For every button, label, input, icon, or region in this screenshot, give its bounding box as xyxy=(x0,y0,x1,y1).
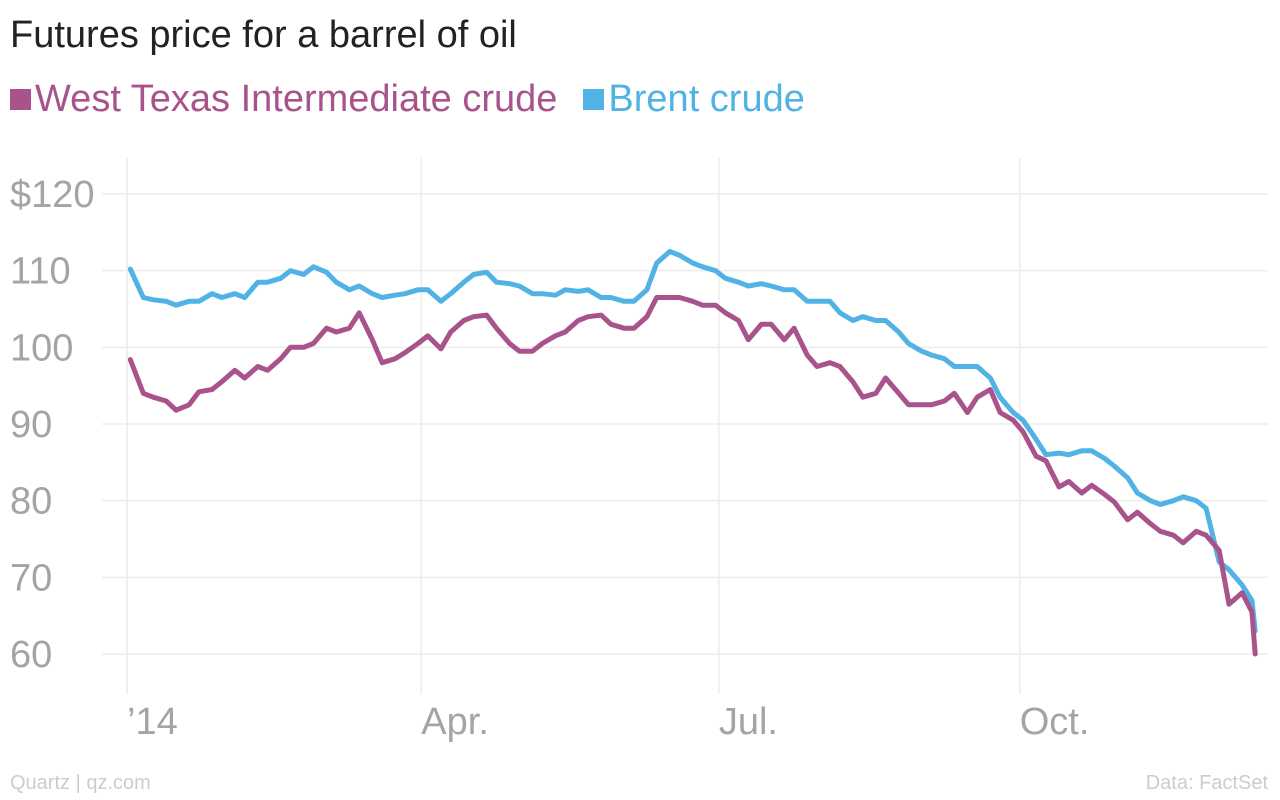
legend: West Texas Intermediate crude Brent crud… xyxy=(10,78,831,121)
x-tick-label: Jul. xyxy=(719,701,778,743)
legend-label-brent: Brent crude xyxy=(608,78,805,120)
y-tick-label: $120 xyxy=(10,174,95,216)
chart-title: Futures price for a barrel of oil xyxy=(10,14,517,56)
x-tick-label: Oct. xyxy=(1020,701,1090,743)
y-tick-label: 90 xyxy=(10,404,52,446)
x-axis-labels: ’14 Apr. Jul. Oct. xyxy=(127,701,1089,743)
legend-label-wti: West Texas Intermediate crude xyxy=(35,78,558,120)
source-credit: Quartz | qz.com xyxy=(10,772,151,794)
y-axis-labels: $120 110 100 90 80 70 60 xyxy=(10,174,95,676)
legend-item-wti: West Texas Intermediate crude xyxy=(10,78,557,121)
y-tick-label: 80 xyxy=(10,481,52,523)
y-tick-label: 70 xyxy=(10,557,52,599)
x-tick-label: Apr. xyxy=(421,701,489,743)
y-tick-label: 100 xyxy=(10,327,73,369)
legend-swatch-brent xyxy=(583,89,605,110)
y-tick-label: 60 xyxy=(10,634,52,676)
x-tick-label: ’14 xyxy=(127,701,178,743)
legend-item-brent: Brent crude xyxy=(583,78,805,121)
series-line-west-texas-intermediate-crude xyxy=(127,295,1258,657)
series-line-brent-crude xyxy=(127,249,1258,634)
y-tick-label: 110 xyxy=(10,251,71,293)
legend-swatch-wti xyxy=(10,89,31,110)
grid-lines xyxy=(102,158,1268,694)
series-lines xyxy=(127,249,1258,657)
data-source: Data: FactSet xyxy=(1145,772,1268,794)
